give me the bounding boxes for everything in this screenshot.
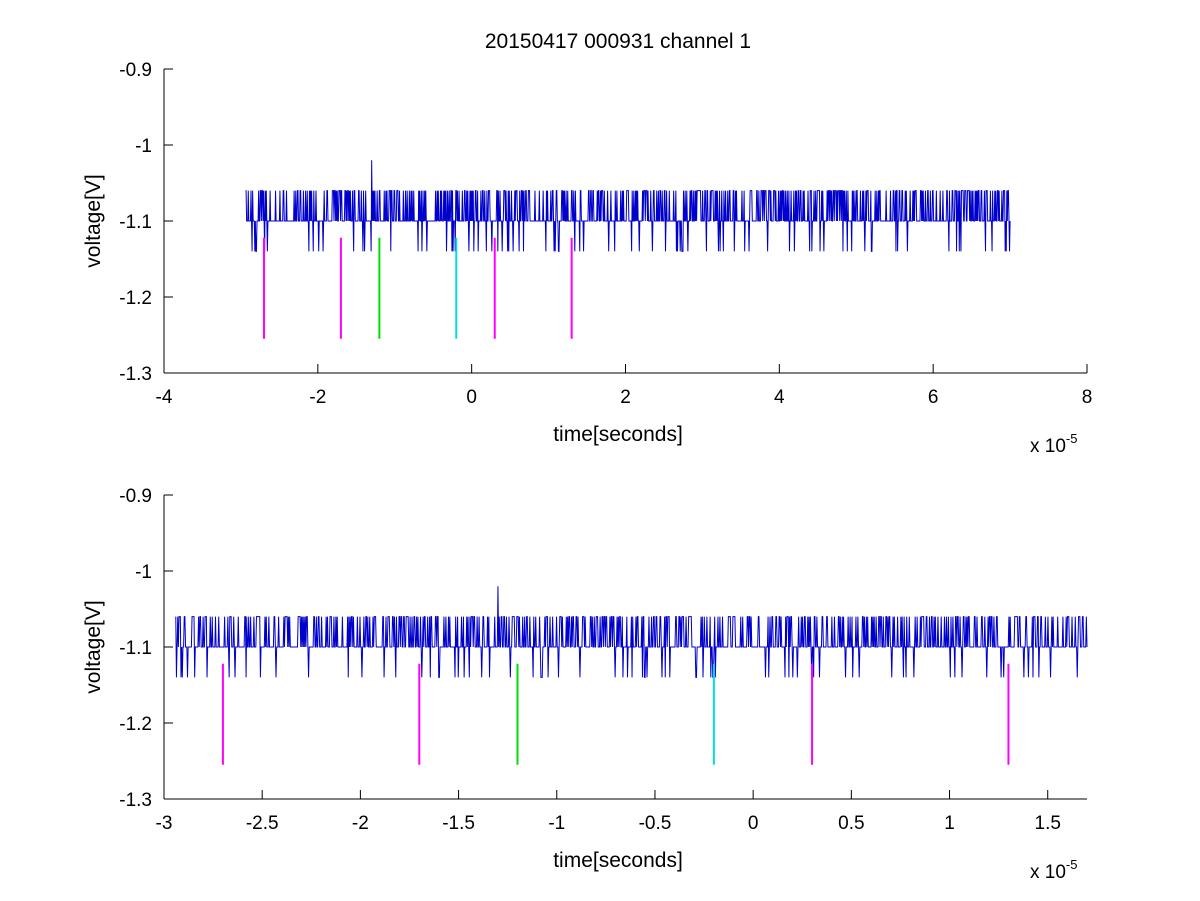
- x-multiplier-base: x 10: [1030, 862, 1066, 883]
- y-tick-label: -0.9: [119, 60, 152, 81]
- x-axis-label: time[seconds]: [553, 423, 683, 446]
- signal-series: [175, 586, 1088, 678]
- y-axis-label: voltage[V]: [82, 174, 105, 267]
- y-axis-label: voltage[V]: [82, 600, 105, 693]
- x-tick-label: 1.5: [1035, 813, 1061, 834]
- y-tick-label: -1.3: [119, 364, 152, 385]
- x-multiplier-exponent: -5: [1066, 431, 1078, 446]
- axes: -3 -2.5 -2 -1.5 -1 -0.5 0 0.5 1 1.5 -1.3 -1.2 -1.1 -1…: [119, 486, 1087, 834]
- y-tick-label: -1: [135, 136, 152, 157]
- x-axis-multiplier: x 10-5: [1030, 431, 1077, 457]
- signal-series: [245, 160, 1011, 252]
- y-tick-label: -1.2: [119, 714, 152, 735]
- x-multiplier-base: x 10: [1030, 436, 1066, 457]
- x-tick-label: 6: [928, 387, 939, 408]
- x-tick-label: -2: [309, 387, 326, 408]
- x-tick-label: 0: [466, 387, 477, 408]
- y-tick-label: -1: [135, 562, 152, 583]
- x-tick-label: -1: [548, 813, 565, 834]
- axes: -4 -2 0 2 4 6 8 -1.3 -1.2 -1.1 -1 -0.9: [119, 60, 1092, 408]
- x-tick-label: 2: [620, 387, 631, 408]
- x-axis-label: time[seconds]: [553, 849, 683, 872]
- chart-top: 20150417 000931 channel 1 -4 -2 0 2 4 6 8-1.3-…: [82, 30, 1092, 457]
- voltage-trace: [245, 160, 1011, 252]
- x-tick-label: 1: [944, 813, 955, 834]
- x-tick-label: -3: [156, 813, 173, 834]
- x-tick-label: 0: [748, 813, 759, 834]
- chart-bottom: -3 -2.5 -2 -1.5 -1 -0.5 0 0.5 1 1.5 -1.3 -1.2 -1.1 -1…: [82, 486, 1088, 883]
- y-tick-label: -1.1: [119, 212, 152, 233]
- x-tick-label: -4: [156, 387, 173, 408]
- chart-title: 20150417 000931 channel 1: [485, 30, 751, 53]
- y-tick-label: -1.1: [119, 638, 152, 659]
- x-tick-label: -1.5: [442, 813, 475, 834]
- x-axis-multiplier: x 10-5: [1030, 857, 1077, 883]
- x-tick-label: -0.5: [639, 813, 672, 834]
- x-tick-label: 4: [774, 387, 785, 408]
- voltage-trace: [175, 586, 1088, 678]
- x-tick-label: 8: [1082, 387, 1093, 408]
- y-tick-label: -0.9: [119, 486, 152, 507]
- event-markers: [221, 663, 1010, 765]
- y-tick-label: -1.3: [119, 790, 152, 811]
- event-markers: [262, 237, 573, 339]
- x-tick-label: 0.5: [838, 813, 864, 834]
- x-tick-label: -2: [352, 813, 369, 834]
- x-tick-label: -2.5: [246, 813, 279, 834]
- x-multiplier-exponent: -5: [1066, 857, 1078, 872]
- y-tick-label: -1.2: [119, 288, 152, 309]
